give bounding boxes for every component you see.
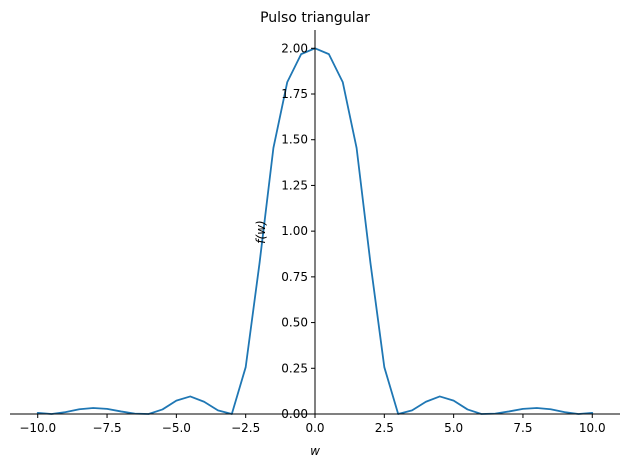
- y-axis-label: f(w): [254, 220, 268, 243]
- y-tick-label: 0.00: [281, 407, 308, 421]
- x-tick-label: 2.5: [375, 421, 394, 435]
- x-tick-label: 7.5: [513, 421, 532, 435]
- x-tick-label: 10.0: [579, 421, 606, 435]
- y-tick-label: 1.25: [281, 178, 308, 192]
- x-axis-label: w: [310, 444, 320, 458]
- x-axis-ticks: −10.0 −7.5 −5.0 −2.5 0.0 2.5 5.0 7.5 10.0: [19, 414, 606, 435]
- x-tick-label: −7.5: [92, 421, 121, 435]
- x-tick-label: −2.5: [231, 421, 260, 435]
- chart-title: Pulso triangular: [260, 10, 370, 26]
- y-tick-label: 0.75: [281, 270, 308, 284]
- x-tick-label: −10.0: [19, 421, 56, 435]
- y-tick-label: 2.00: [281, 41, 308, 55]
- x-tick-label: 0.0: [305, 421, 324, 435]
- y-tick-label: 1.75: [281, 87, 308, 101]
- y-tick-label: 1.50: [281, 133, 308, 147]
- x-tick-label: −5.0: [162, 421, 191, 435]
- axes: [10, 30, 620, 415]
- y-axis-ticks: 0.00 0.25 0.50 0.75 1.00 1.25 1.50 1.75 2.00: [281, 41, 315, 421]
- y-tick-label: 0.25: [281, 361, 308, 375]
- x-tick-label: 5.0: [444, 421, 463, 435]
- y-tick-label: 1.00: [281, 224, 308, 238]
- y-tick-label: 0.50: [281, 316, 308, 330]
